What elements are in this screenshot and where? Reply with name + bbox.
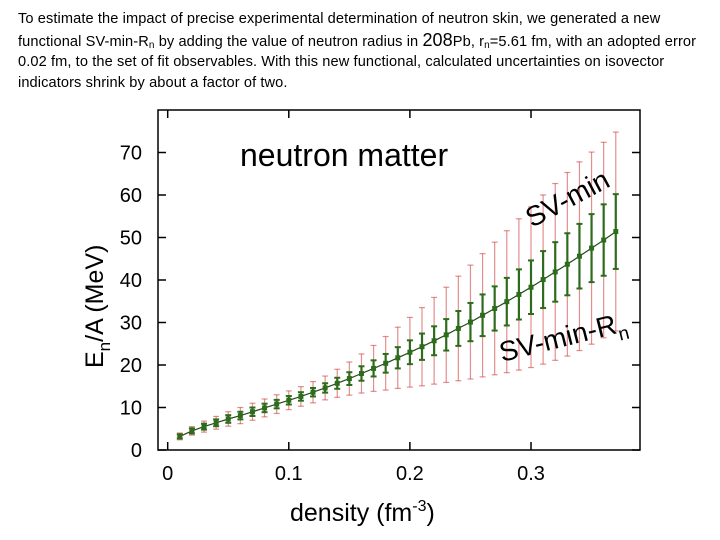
x-tick-label: 0.3 (517, 463, 545, 485)
data-point (576, 253, 582, 259)
data-point (249, 409, 255, 415)
data-point (262, 405, 268, 411)
data-point (189, 428, 195, 434)
data-point (589, 245, 595, 251)
caption-subscript: n (484, 39, 490, 51)
x-axis-label: density (fm-3) (290, 498, 435, 527)
y-tick-label: 20 (120, 355, 142, 377)
data-point (407, 349, 413, 355)
data-point (346, 376, 352, 382)
label-sv-min-rn-main: SV-min-R (496, 309, 620, 368)
data-point (431, 338, 437, 344)
data-point (492, 305, 498, 311)
x-tick-label: 0.1 (275, 463, 303, 485)
x-axis-label-end: ) (427, 499, 435, 527)
x-axis-label-sup: -3 (412, 498, 426, 515)
ticks-layer: 0 0.1 0.2 0.3 0 10 20 30 40 50 60 70 (120, 110, 640, 485)
data-point (310, 389, 316, 395)
y-axis-label-end: /A (MeV) (81, 245, 109, 342)
y-tick-label: 0 (131, 440, 142, 462)
data-point (225, 416, 231, 422)
data-point (322, 385, 328, 391)
label-sv-min-rn-sub: n (616, 323, 631, 346)
y-tick-label: 50 (120, 228, 142, 250)
data-point (177, 433, 183, 439)
caption-subscript: n (148, 39, 155, 51)
data-point (467, 319, 473, 325)
data-point (564, 261, 570, 267)
plot-layer (176, 131, 619, 441)
label-sv-min-rn: SV-min-Rn (496, 306, 632, 374)
y-tick-label: 40 (120, 270, 142, 292)
data-point (286, 397, 292, 403)
data-point (516, 291, 522, 297)
data-point (383, 360, 389, 366)
data-point (443, 332, 449, 338)
data-point (504, 299, 510, 305)
data-point (419, 344, 425, 350)
data-point (540, 277, 546, 283)
data-point (201, 424, 207, 430)
x-tick-label: 0.2 (396, 463, 424, 485)
caption-part: by adding the value of neutron radius in (154, 33, 423, 50)
caption-part: =5.61 fm, with an adopted error 0.02 fm,… (18, 33, 697, 91)
y-tick-label: 60 (120, 185, 142, 207)
data-point (358, 371, 364, 376)
y-tick-label: 70 (120, 143, 142, 165)
x-tick-label: 0 (162, 463, 173, 485)
y-tick-label: 30 (120, 313, 142, 335)
chart-title: neutron matter (240, 137, 448, 173)
y-tick-label: 10 (120, 398, 142, 420)
data-point (601, 237, 607, 243)
caption-part: Pb, r (452, 33, 485, 50)
caption-text: To estimate the impact of precise experi… (18, 9, 708, 93)
data-point (371, 365, 377, 371)
data-point (213, 420, 219, 426)
data-point (613, 229, 619, 235)
caption-mass-number: 208 (422, 29, 453, 50)
data-point (552, 269, 558, 275)
data-point (298, 393, 304, 399)
caption-part: To estimate the impact of precise experi… (18, 11, 661, 50)
y-axis-label-sub: n (95, 342, 114, 351)
data-point (237, 413, 243, 419)
data-point (274, 401, 280, 407)
data-point (334, 380, 340, 386)
y-axis-label-main: E (81, 351, 109, 368)
data-point (455, 325, 461, 331)
data-point (480, 312, 486, 318)
data-point (395, 355, 401, 361)
x-axis-label-main: density (fm (290, 499, 412, 527)
data-point (528, 284, 534, 290)
y-axis-label: En/A (MeV) (81, 245, 114, 368)
